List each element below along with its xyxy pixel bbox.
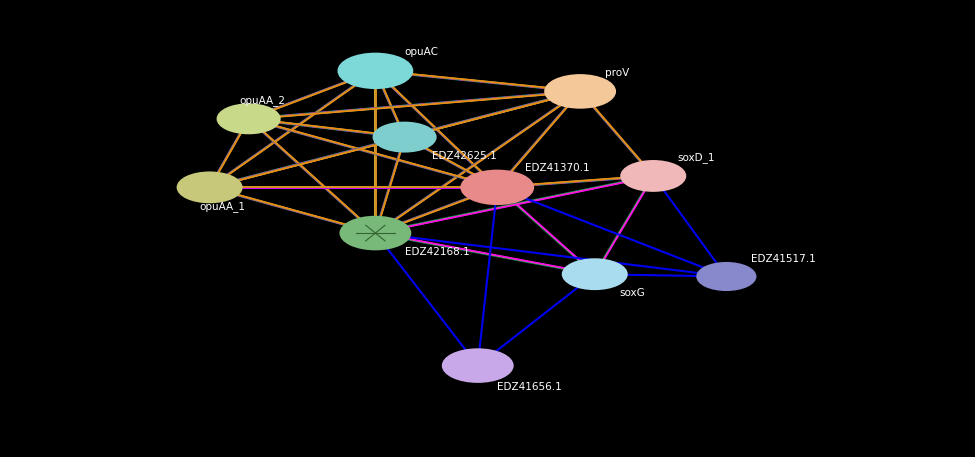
Circle shape <box>217 104 280 133</box>
Circle shape <box>373 122 436 152</box>
Text: EDZ42168.1: EDZ42168.1 <box>405 247 469 257</box>
Circle shape <box>461 170 533 204</box>
Text: EDZ41370.1: EDZ41370.1 <box>525 163 589 173</box>
Circle shape <box>545 75 615 108</box>
Text: EDZ41656.1: EDZ41656.1 <box>497 382 562 392</box>
Text: opuAA_1: opuAA_1 <box>200 201 246 212</box>
Circle shape <box>563 259 627 289</box>
Text: EDZ41517.1: EDZ41517.1 <box>751 254 815 264</box>
Circle shape <box>697 263 756 290</box>
Text: soxD_1: soxD_1 <box>678 152 715 163</box>
Text: opuAC: opuAC <box>405 47 439 57</box>
Text: EDZ42625.1: EDZ42625.1 <box>432 151 496 161</box>
Text: soxG: soxG <box>619 288 644 298</box>
Circle shape <box>621 161 685 191</box>
Circle shape <box>338 53 412 88</box>
Circle shape <box>340 217 410 250</box>
Text: proV: proV <box>604 68 629 78</box>
Text: opuAA_2: opuAA_2 <box>239 95 285 106</box>
Circle shape <box>177 172 242 202</box>
Circle shape <box>443 349 513 382</box>
